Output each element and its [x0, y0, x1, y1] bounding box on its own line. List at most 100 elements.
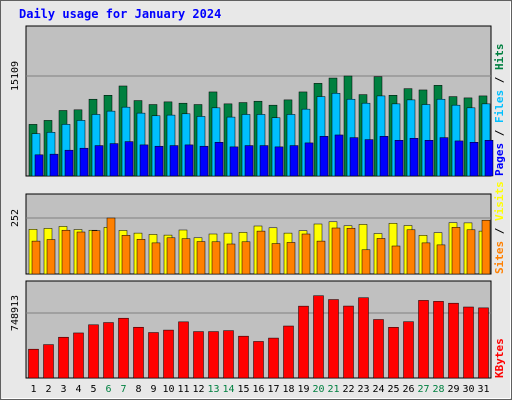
bar-pages-day-2	[49, 153, 59, 177]
panel-bottom: 748913 KBytes	[10, 280, 506, 379]
bar-pages-day-5	[94, 145, 104, 177]
x-tick-label-day-18: 18	[282, 384, 294, 395]
legend-item-visits: Visits	[493, 181, 506, 221]
bar-kbytes-day-13	[208, 331, 219, 379]
bar-sites-day-20	[316, 240, 326, 275]
x-tick-label-day-17: 17	[267, 384, 279, 395]
x-tick-label-day-11: 11	[177, 384, 189, 395]
bar-kbytes-day-4	[73, 332, 84, 379]
bar-kbytes-day-5	[88, 324, 99, 379]
panels: 15109 Pages / Files / Hits 252 Sites / Visi…	[10, 25, 506, 379]
bar-kbytes-day-26	[403, 321, 414, 379]
bar-kbytes-day-17	[268, 337, 279, 379]
bar-sites-day-5	[91, 230, 101, 275]
x-tick-label-day-24: 24	[372, 384, 384, 395]
bar-kbytes-day-9	[148, 332, 159, 379]
bar-pages-day-11	[184, 144, 194, 177]
bar-kbytes-day-11	[178, 321, 189, 379]
bar-kbytes-day-14	[223, 330, 234, 379]
bar-sites-day-12	[196, 241, 206, 275]
bar-kbytes-day-31	[478, 307, 489, 379]
bar-sites-day-30	[466, 229, 476, 275]
bar-kbytes-day-7	[118, 317, 129, 379]
legend-item-pages: Pages	[493, 143, 506, 176]
legend-top: Pages / Files / Hits	[493, 44, 506, 177]
x-tick-label-day-16: 16	[252, 384, 264, 395]
bar-pages-day-9	[154, 145, 164, 177]
bar-kbytes-day-15	[238, 335, 249, 379]
bar-pages-day-4	[79, 147, 89, 177]
x-tick-label-day-3: 3	[60, 384, 66, 395]
bar-pages-day-26	[409, 138, 419, 177]
bar-pages-day-15	[244, 145, 254, 177]
x-tick-label-day-9: 9	[150, 384, 156, 395]
bar-sites-day-16	[256, 230, 266, 275]
bar-sites-day-13	[211, 241, 221, 275]
bar-kbytes-day-27	[418, 300, 429, 379]
x-tick-label-day-27: 27	[417, 384, 429, 395]
x-tick-label-day-25: 25	[387, 384, 399, 395]
bar-kbytes-day-24	[373, 319, 384, 379]
y-max-label-top: 15109	[10, 61, 21, 91]
bar-kbytes-day-29	[448, 302, 459, 379]
bar-sites-day-28	[436, 244, 446, 275]
x-tick-label-day-21: 21	[327, 384, 339, 395]
bar-sites-day-11	[181, 238, 191, 275]
bar-sites-day-8	[136, 239, 146, 275]
x-tick-label-day-13: 13	[207, 384, 219, 395]
bar-kbytes-day-18	[283, 325, 294, 379]
bar-pages-day-17	[274, 146, 284, 177]
legend-separator: /	[493, 70, 506, 90]
bar-pages-day-3	[64, 149, 74, 177]
x-tick-label-day-6: 6	[105, 384, 111, 395]
bar-kbytes-day-6	[103, 322, 114, 379]
x-tick-label-day-26: 26	[402, 384, 414, 395]
legend-item-hits: Hits	[493, 44, 506, 71]
legend-item-sites: Sites	[493, 241, 506, 274]
legend-separator: /	[493, 221, 506, 241]
bar-sites-day-25	[391, 245, 401, 275]
x-tick-label-day-10: 10	[162, 384, 174, 395]
bar-pages-day-28	[439, 137, 449, 177]
x-tick-label-day-8: 8	[135, 384, 141, 395]
bar-sites-day-10	[166, 237, 176, 275]
x-tick-label-day-30: 30	[462, 384, 474, 395]
bar-pages-day-18	[289, 145, 299, 177]
bar-pages-day-21	[334, 134, 344, 177]
day-labels: 1 2 3 4 5 6 7 8 9 10 11 12 13 14 15 16 17 18 19 20 21 22 23 24 2…	[30, 384, 489, 395]
bar-kbytes-day-30	[463, 306, 474, 379]
bar-sites-day-2	[46, 239, 56, 275]
bar-pages-day-24	[379, 136, 389, 177]
bar-sites-day-27	[421, 242, 431, 275]
bar-kbytes-day-20	[313, 295, 324, 379]
x-tick-label-day-23: 23	[357, 384, 369, 395]
bar-kbytes-day-25	[388, 327, 399, 379]
bar-pages-day-30	[469, 141, 479, 177]
x-tick-label-day-15: 15	[237, 384, 249, 395]
bar-sites-day-3	[61, 229, 71, 275]
bar-pages-day-25	[394, 140, 404, 177]
legend-item-kbytes: KBytes	[493, 338, 506, 378]
bar-kbytes-day-19	[298, 305, 309, 379]
bar-sites-day-4	[76, 231, 86, 275]
bar-sites-day-24	[376, 238, 386, 275]
bar-kbytes-day-2	[43, 344, 54, 379]
bar-sites-day-7	[121, 235, 131, 275]
x-tick-label-day-14: 14	[222, 384, 234, 395]
legend-middle: Sites / Visits	[493, 181, 506, 274]
y-max-label-middle: 252	[10, 209, 21, 227]
bar-sites-day-6	[106, 217, 116, 275]
bar-sites-day-15	[241, 241, 251, 275]
y-max-label-bottom: 748913	[10, 295, 21, 331]
bar-pages-day-29	[454, 140, 464, 177]
bar-sites-day-17	[271, 243, 281, 275]
x-tick-label-day-4: 4	[75, 384, 81, 395]
bar-sites-day-26	[406, 229, 416, 275]
x-tick-label-day-2: 2	[45, 384, 51, 395]
bar-pages-day-23	[364, 139, 374, 177]
x-tick-label-day-20: 20	[312, 384, 324, 395]
legend-item-files: Files	[493, 90, 506, 123]
panel-top: 15109 Pages / Files / Hits	[10, 25, 506, 177]
bar-sites-day-31	[481, 219, 491, 275]
bar-pages-day-12	[199, 145, 209, 177]
